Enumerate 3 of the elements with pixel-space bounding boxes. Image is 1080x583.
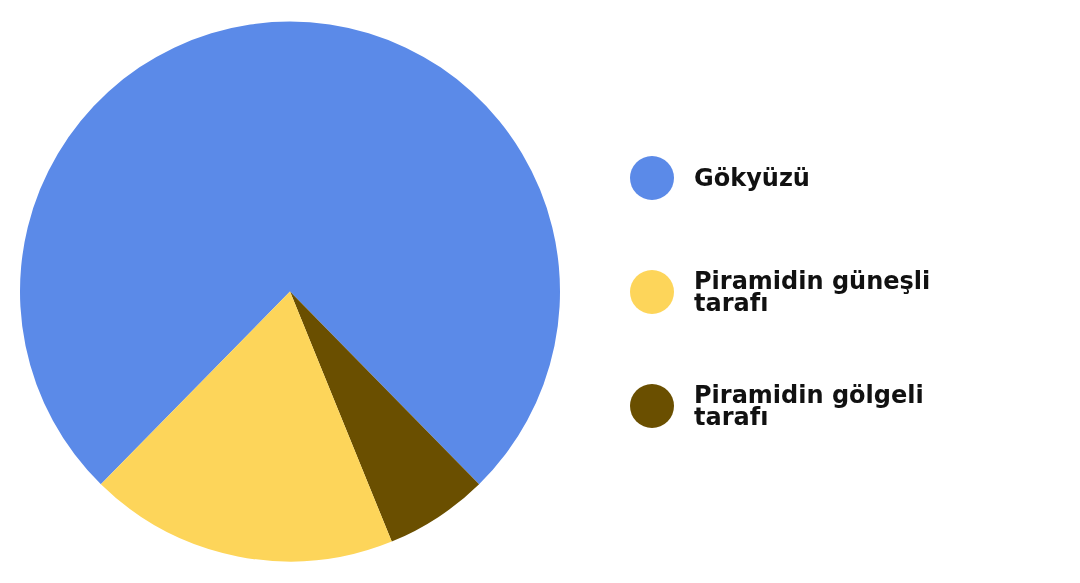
legend-label: Piramidin gölgeli tarafı [694,380,925,431]
legend-label: Gökyüzü [694,163,811,192]
legend-label: Piramidin güneşli tarafı [694,266,932,317]
